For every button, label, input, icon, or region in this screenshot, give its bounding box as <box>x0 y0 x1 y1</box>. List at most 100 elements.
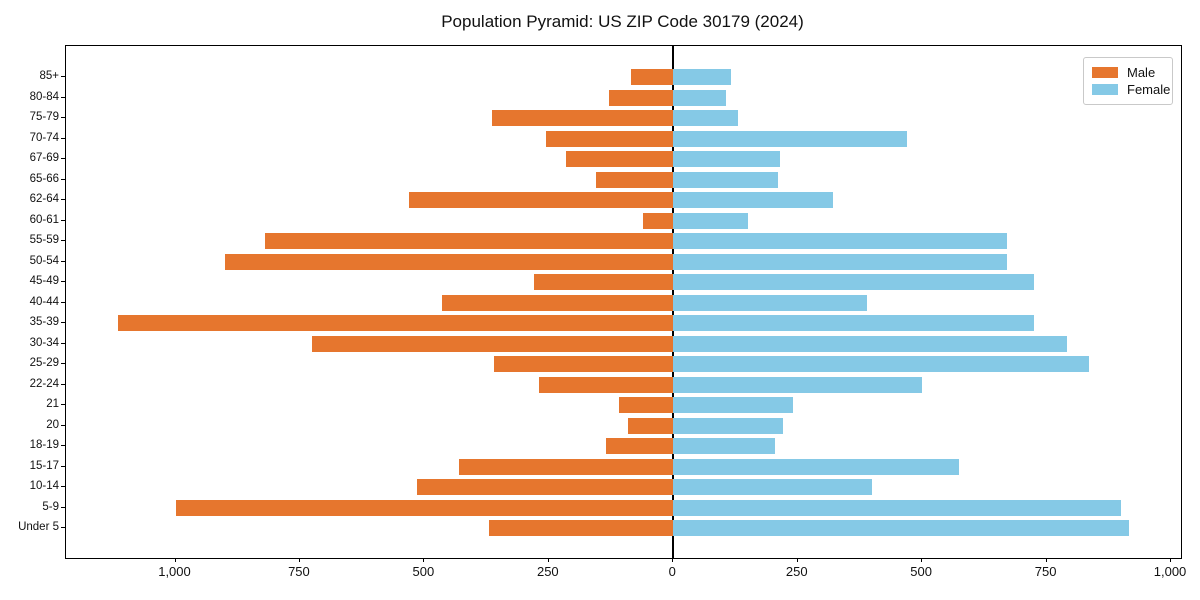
bar-male-80-84 <box>608 89 674 106</box>
legend-item-male: Male <box>1092 64 1164 81</box>
y-tick-mark <box>61 137 65 139</box>
x-tick-label: 750 <box>288 564 310 579</box>
y-tick-label: 85+ <box>39 70 59 82</box>
y-tick-label: 20 <box>46 418 59 431</box>
bar-female-85+ <box>673 69 731 85</box>
x-tick-label: 0 <box>668 564 676 579</box>
x-tick-mark <box>298 558 300 562</box>
bar-female-55-59 <box>673 233 1007 249</box>
y-tick-mark <box>61 506 65 508</box>
x-tick-mark <box>1045 558 1047 562</box>
bar-female-Under 5 <box>673 520 1129 536</box>
bar-female-40-44 <box>673 294 868 311</box>
x-tick-mark <box>547 558 549 562</box>
x-tick-mark <box>423 558 425 562</box>
y-tick-label: 65-66 <box>29 172 59 185</box>
bar-female-15-17 <box>673 458 960 475</box>
bar-male-85+ <box>630 69 674 85</box>
y-tick-mark <box>61 240 65 241</box>
bar-female-67-69 <box>673 151 781 167</box>
bar-male-65-66 <box>596 171 674 188</box>
bar-male-21 <box>618 397 674 413</box>
bar-female-75-79 <box>673 110 738 126</box>
bar-female-20 <box>673 417 783 434</box>
x-tick-label: 1,000 <box>1153 564 1187 579</box>
x-tick-label: 250 <box>536 564 559 579</box>
bar-male-50-54 <box>225 253 674 270</box>
bar-female-35-39 <box>673 315 1035 331</box>
bar-female-18-19 <box>673 438 776 454</box>
y-tick-mark <box>61 363 65 364</box>
legend-swatch-male <box>1092 67 1118 78</box>
y-tick-mark <box>61 178 65 180</box>
y-tick-label: 40-44 <box>29 295 59 308</box>
y-tick-label: 80-84 <box>29 90 59 103</box>
bar-male-18-19 <box>606 438 674 454</box>
x-tick-label: 500 <box>412 564 435 579</box>
bar-male-62-64 <box>409 192 674 208</box>
y-tick-label: 21 <box>46 398 59 410</box>
bar-male-70-74 <box>546 130 674 147</box>
x-tick-label: 750 <box>1034 564 1057 579</box>
legend-swatch-female <box>1092 84 1118 95</box>
y-tick-mark <box>61 486 65 487</box>
x-tick-mark <box>174 558 176 562</box>
bar-female-5-9 <box>673 499 1122 516</box>
legend-label-male: Male <box>1127 65 1156 80</box>
bar-male-15-17 <box>459 458 674 475</box>
y-tick-label: 15-17 <box>29 459 59 472</box>
y-tick-mark <box>61 383 65 385</box>
y-tick-label: 60-61 <box>29 213 59 226</box>
y-tick-mark <box>61 322 65 323</box>
y-tick-label: 70-74 <box>29 131 59 144</box>
y-tick-mark <box>61 219 65 221</box>
y-tick-label: 67-69 <box>29 152 59 164</box>
bar-male-25-29 <box>494 356 674 372</box>
bar-male-5-9 <box>175 499 674 516</box>
x-tick-label: 250 <box>785 564 808 579</box>
bar-male-Under 5 <box>489 520 674 536</box>
y-tick-label: 18-19 <box>29 439 59 451</box>
bar-male-30-34 <box>312 335 674 352</box>
legend-label-female: Female <box>1127 82 1171 97</box>
bar-female-62-64 <box>673 192 833 208</box>
y-tick-mark <box>61 281 65 282</box>
x-tick-mark <box>672 558 674 562</box>
bar-male-60-61 <box>643 212 674 229</box>
bar-male-22-24 <box>538 376 674 393</box>
y-tick-label: 30-34 <box>29 336 59 349</box>
y-tick-label: 22-24 <box>29 377 59 390</box>
y-tick-mark <box>61 465 65 467</box>
x-tick-mark <box>1170 558 1172 562</box>
bar-female-80-84 <box>673 89 726 106</box>
y-tick-mark <box>61 96 65 98</box>
bar-female-10-14 <box>673 479 873 495</box>
y-tick-label: 10-14 <box>29 480 59 492</box>
x-tick-mark <box>921 558 923 562</box>
bar-male-35-39 <box>118 315 674 331</box>
y-tick-label: 50-54 <box>29 254 59 267</box>
bar-female-25-29 <box>673 356 1089 372</box>
bar-male-10-14 <box>416 479 674 495</box>
y-tick-mark <box>61 117 65 118</box>
y-tick-mark <box>61 527 65 528</box>
bar-female-21 <box>673 397 793 413</box>
bar-male-55-59 <box>265 233 674 249</box>
y-tick-mark <box>61 445 65 446</box>
y-tick-mark <box>61 342 65 344</box>
y-tick-mark <box>61 301 65 303</box>
bar-male-45-49 <box>533 274 674 290</box>
bar-female-60-61 <box>673 212 748 229</box>
y-tick-mark <box>61 424 65 426</box>
y-tick-mark <box>61 76 65 77</box>
x-tick-mark <box>796 558 798 562</box>
y-tick-label: 62-64 <box>29 193 59 205</box>
chart-title: Population Pyramid: US ZIP Code 30179 (2… <box>441 12 804 31</box>
legend-item-female: Female <box>1092 81 1170 98</box>
x-tick-label: 500 <box>910 564 932 579</box>
y-tick-label: Under 5 <box>18 521 59 533</box>
bar-male-67-69 <box>566 151 674 167</box>
x-tick-label: 1,000 <box>158 564 191 579</box>
y-tick-label: 35-39 <box>29 316 59 328</box>
bar-male-20 <box>628 417 674 434</box>
